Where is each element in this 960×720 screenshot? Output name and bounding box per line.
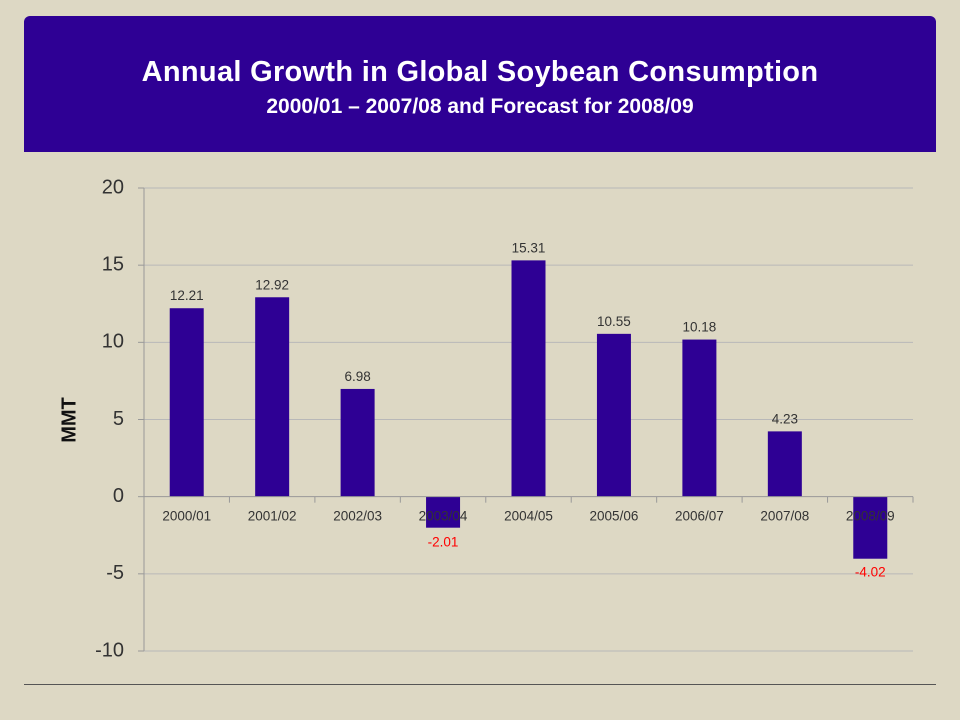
axes xyxy=(138,187,914,652)
y-tick-label: 5 xyxy=(113,408,124,430)
bar xyxy=(426,496,461,528)
category-label: 2004/05 xyxy=(504,509,553,524)
data-labels: 12.21 12.92 6.98 -2.01 15.31 10.55 10.18 4.23 -4… xyxy=(170,240,886,579)
category-labels: 2000/01 2001/02 2002/03 2003/04 2004/05 2005/… xyxy=(162,509,894,524)
chart-subtitle: 2000/01 – 2007/08 and Forecast for 2008/… xyxy=(266,95,694,118)
bar xyxy=(340,388,375,497)
y-tick-label: -5 xyxy=(106,562,124,584)
bar xyxy=(682,339,717,497)
data-label: 12.21 xyxy=(170,288,204,303)
category-label: 2005/06 xyxy=(590,509,639,524)
data-label: -4.02 xyxy=(855,565,886,580)
category-label: 2001/02 xyxy=(248,509,297,524)
data-label: 12.92 xyxy=(255,277,289,292)
bar xyxy=(255,297,290,497)
bar xyxy=(596,333,631,497)
data-label: 4.23 xyxy=(772,411,798,426)
y-tick-label: -10 xyxy=(95,639,124,661)
data-label: 10.18 xyxy=(682,320,716,335)
bar xyxy=(767,431,802,497)
y-tick-label: 20 xyxy=(102,176,124,198)
data-label: 10.55 xyxy=(597,314,631,329)
category-label: 2003/04 xyxy=(419,509,468,524)
y-tick-label: 10 xyxy=(102,331,124,353)
category-label: 2000/01 xyxy=(162,509,211,524)
y-tick-label: 0 xyxy=(113,485,124,507)
bars xyxy=(169,260,888,559)
data-label: 6.98 xyxy=(344,369,370,384)
category-label: 2002/03 xyxy=(333,509,382,524)
y-tick-label: 15 xyxy=(102,253,124,275)
category-label: 2007/08 xyxy=(760,509,809,524)
chart-title: Annual Growth in Global Soybean Consumpt… xyxy=(141,56,819,88)
y-axis-label: MMT xyxy=(58,397,80,443)
bar xyxy=(511,260,546,497)
data-label: 15.31 xyxy=(512,240,546,255)
bar xyxy=(853,496,888,559)
bar xyxy=(169,308,204,497)
title-banner: Annual Growth in Global Soybean Consumpt… xyxy=(24,16,936,152)
footer-divider xyxy=(24,684,936,685)
category-label: 2008/09 xyxy=(846,509,895,524)
data-label: -2.01 xyxy=(428,535,459,550)
y-tick-labels: 20 15 10 5 0 -5 -10 xyxy=(95,176,124,661)
category-label: 2006/07 xyxy=(675,509,724,524)
